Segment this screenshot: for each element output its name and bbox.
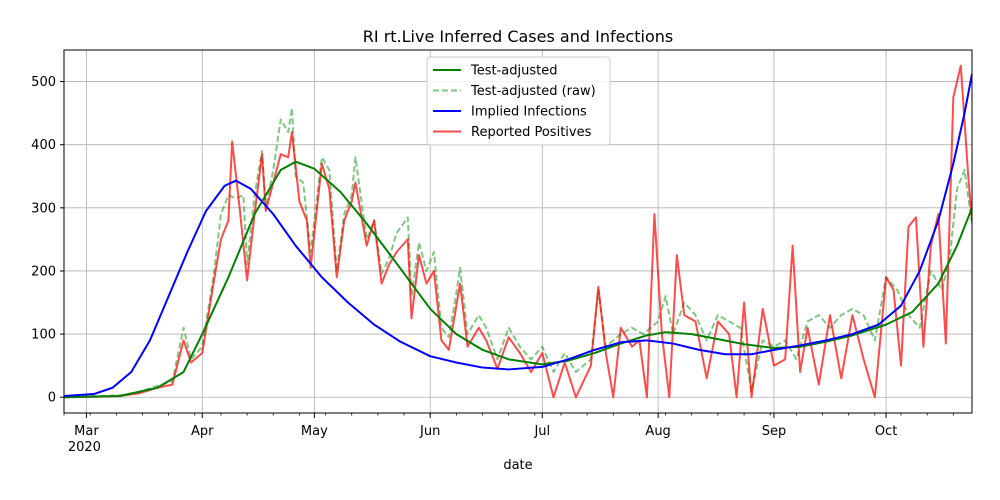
plot-frame xyxy=(63,49,973,414)
series-line-implied-infections xyxy=(64,73,972,397)
legend-box xyxy=(426,56,611,146)
x-tick-label: Jun xyxy=(419,424,440,439)
y-tick-label: 500 xyxy=(31,75,56,90)
legend: Test-adjusted Test-adjusted (raw) Implied … xyxy=(426,56,611,146)
series-line-test-adjusted-raw xyxy=(64,107,972,399)
legend-label: Test-adjusted (raw) xyxy=(470,84,596,99)
legend-label: Implied Infections xyxy=(471,105,587,120)
y-tick-label: 300 xyxy=(31,201,56,216)
x-tick-label: Aug xyxy=(645,424,670,439)
y-tick-label: 200 xyxy=(31,264,56,279)
x-tick-label: Sep xyxy=(762,424,787,439)
y-tick-label: 0 xyxy=(48,391,56,406)
legend-label: Reported Positives xyxy=(471,125,592,140)
x-tick-label: Mar xyxy=(74,424,99,439)
x-tick-sublabel: 2020 xyxy=(68,440,101,455)
series-line-test-adjusted xyxy=(64,160,972,399)
x-tick-label: Jul xyxy=(533,424,550,439)
x-tick-label: Apr xyxy=(191,424,214,439)
y-tick-label: 400 xyxy=(31,138,56,153)
chart-title: RI rt.Live Inferred Cases and Infections xyxy=(363,27,673,46)
legend-label: Test-adjusted xyxy=(470,64,557,79)
y-tick-label: 100 xyxy=(31,328,56,343)
x-axis-label: date xyxy=(503,458,532,473)
series-layer xyxy=(64,64,972,399)
x-tick-label: May xyxy=(301,424,328,439)
x-tick-label: Oct xyxy=(875,424,897,439)
series-line-reported-positives xyxy=(64,64,972,399)
